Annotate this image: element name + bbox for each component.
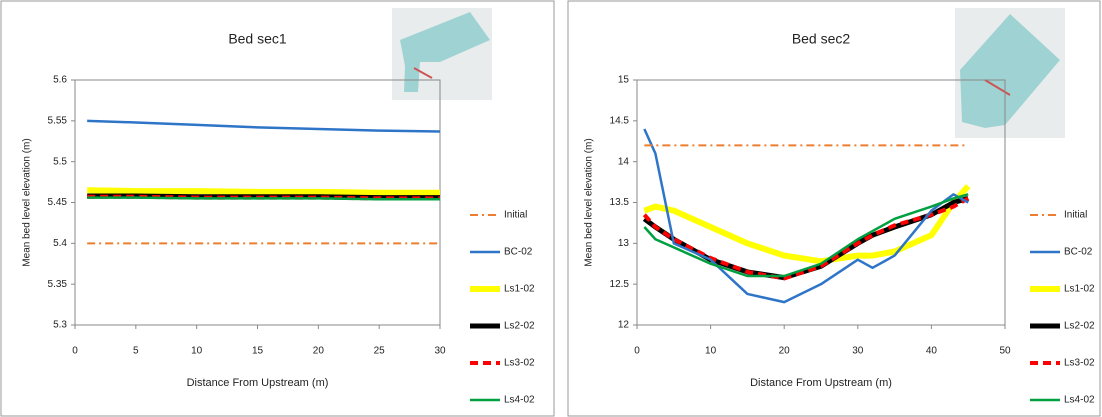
inset-image [955, 8, 1065, 138]
legend-label: Initial [504, 210, 527, 221]
y-tick-label: 5.5 [53, 156, 67, 167]
legend-label: Ls1-02 [1064, 284, 1095, 295]
y-tick-label: 5.3 [53, 320, 67, 331]
x-tick-label: 10 [705, 346, 717, 357]
legend-label: Ls4-02 [504, 395, 535, 406]
y-tick-label: 5.45 [48, 197, 68, 208]
y-tick-label: 5.35 [48, 279, 68, 290]
chart: Bed sec1 Distance From Upstream (m) Mean b… [0, 0, 1102, 417]
series-line [87, 190, 440, 192]
legend-label: Ls1-02 [504, 284, 535, 295]
y-tick-label: 13.5 [610, 197, 630, 208]
x-tick-label: 50 [999, 346, 1011, 357]
y-tick-label: 12 [618, 320, 630, 331]
y-tick-label: 12.5 [610, 279, 630, 290]
legend-label: Ls2-02 [504, 321, 535, 332]
legend-label: Initial [1064, 210, 1087, 221]
x-tick-label: 15 [252, 346, 264, 357]
y-tick-label: 5.6 [53, 75, 67, 86]
legend-label: BC-02 [504, 247, 533, 258]
x-tick-label: 10 [191, 346, 203, 357]
x-tick-label: 30 [434, 346, 446, 357]
x-tick-label: 40 [926, 346, 938, 357]
inset-image [392, 8, 492, 100]
y-tick-label: 5.55 [48, 115, 68, 126]
legend-label: Ls3-02 [1064, 358, 1095, 369]
x-tick-label: 20 [313, 346, 325, 357]
x-axis-label: Distance From Upstream (m) [187, 377, 329, 389]
x-tick-label: 5 [133, 346, 139, 357]
y-axis-label: Mean bed level elevation (m) [584, 138, 595, 266]
legend-label: Ls3-02 [504, 358, 535, 369]
x-tick-label: 0 [72, 346, 78, 357]
y-axis-label: Mean bed level elevation (m) [22, 138, 33, 266]
y-tick-label: 15 [618, 75, 630, 86]
y-tick-label: 14 [618, 156, 630, 167]
chart-title: Bed sec2 [792, 31, 851, 47]
y-tick-label: 5.4 [53, 238, 67, 249]
x-tick-label: 25 [374, 346, 386, 357]
y-tick-label: 14.5 [610, 115, 630, 126]
x-tick-label: 20 [779, 346, 791, 357]
x-axis-label: Distance From Upstream (m) [750, 377, 892, 389]
y-tick-label: 13 [618, 238, 630, 249]
x-tick-label: 0 [634, 346, 640, 357]
chart-title: Bed sec1 [228, 31, 287, 47]
x-tick-label: 30 [852, 346, 864, 357]
legend-label: BC-02 [1064, 247, 1093, 258]
legend-label: Ls2-02 [1064, 321, 1095, 332]
legend-label: Ls4-02 [1064, 395, 1095, 406]
